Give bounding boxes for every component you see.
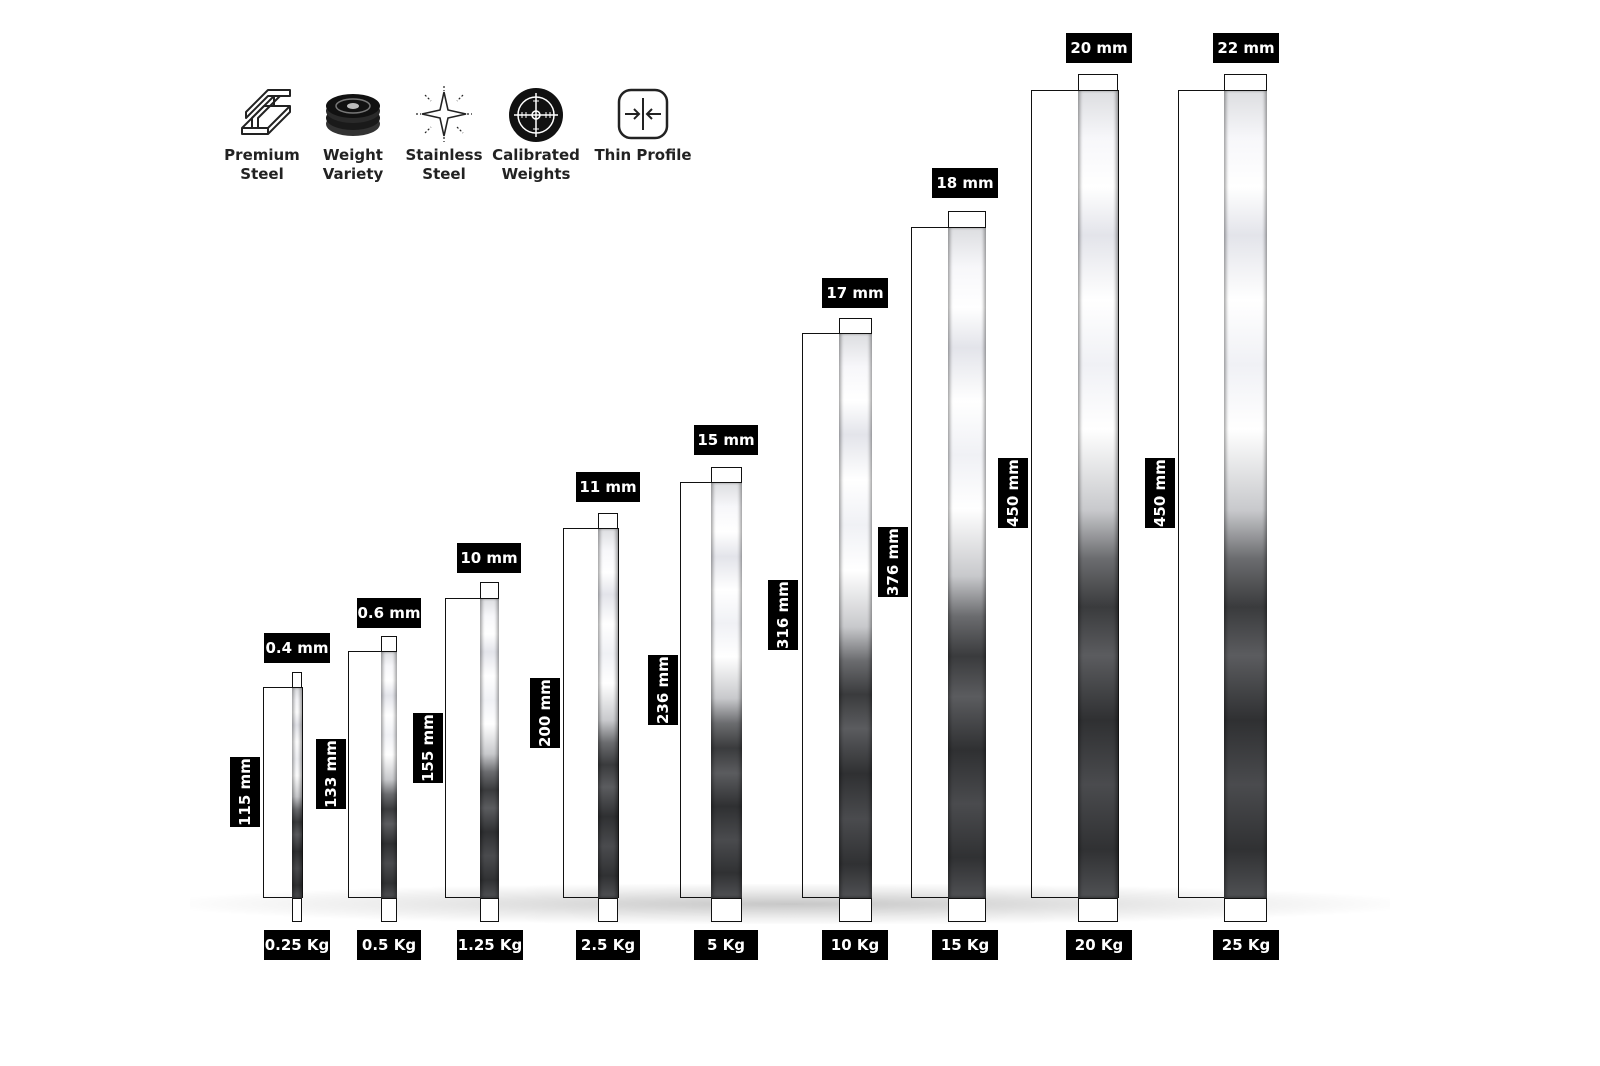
feature-thin-profile: Thin Profile <box>588 84 698 165</box>
feature-label: Weight Variety <box>322 146 384 183</box>
thickness-label: 17 mm <box>822 278 888 308</box>
plate-edge <box>948 227 986 898</box>
plate-edge <box>292 687 302 898</box>
weight-label: 0.5 Kg <box>357 930 421 960</box>
plate-edge <box>1224 90 1267 898</box>
weight-label: 25 Kg <box>1213 930 1279 960</box>
thickness-label: 0.6 mm <box>357 598 421 628</box>
diameter-label: 450 mm <box>1145 458 1175 528</box>
plate-bottom-cap <box>598 898 618 922</box>
thickness-label: 11 mm <box>576 472 640 502</box>
plate-top-cap <box>711 467 742 483</box>
plate-bottom-cap <box>711 898 742 922</box>
thickness-label: 18 mm <box>932 168 998 198</box>
plate-top-cap <box>839 318 872 334</box>
feature-label: Stainless Steel <box>405 146 483 183</box>
feature-label: Calibrated Weights <box>492 146 580 183</box>
plate-top-cap <box>381 636 397 652</box>
plate-top-cap <box>598 513 618 529</box>
weight-label: 20 Kg <box>1066 930 1132 960</box>
plate-edge <box>711 482 742 898</box>
plate-bottom-cap <box>1078 898 1118 922</box>
thickness-label: 0.4 mm <box>264 633 330 663</box>
plate-top-cap <box>1078 74 1118 91</box>
plate-edge <box>839 333 872 898</box>
plate-bottom-cap <box>948 898 986 922</box>
weight-label: 1.25 Kg <box>457 930 523 960</box>
plate-top-cap <box>948 211 986 228</box>
diameter-label: 115 mm <box>230 757 260 827</box>
diameter-label: 155 mm <box>413 713 443 783</box>
plate-edge <box>381 651 397 898</box>
steel-beam-icon <box>241 89 291 135</box>
feature-label: Premium Steel <box>224 146 300 183</box>
plate-outline <box>1031 90 1119 898</box>
plate-bottom-cap <box>381 898 397 922</box>
plate-edge <box>480 598 499 898</box>
thickness-label: 22 mm <box>1213 33 1279 63</box>
plate-top-cap <box>480 582 499 599</box>
diameter-label: 133 mm <box>316 739 346 809</box>
weight-label: 0.25 Kg <box>264 930 330 960</box>
compress-arrows-icon <box>617 88 669 140</box>
weight-label: 5 Kg <box>694 930 758 960</box>
target-icon <box>509 88 563 142</box>
diameter-label: 376 mm <box>878 527 908 597</box>
diameter-label: 236 mm <box>648 655 678 725</box>
plate-edge <box>598 528 618 898</box>
plate-bottom-cap <box>1224 898 1267 922</box>
feature-calibrated-weights: Calibrated Weights <box>481 84 591 184</box>
diameter-label: 200 mm <box>530 678 560 748</box>
feature-stainless-steel: Stainless Steel <box>389 84 499 184</box>
feature-premium-steel: Premium Steel <box>207 84 317 184</box>
weight-plates-icon <box>326 94 380 136</box>
plate-edge <box>1078 90 1118 898</box>
plate-bottom-cap <box>839 898 872 922</box>
weight-label: 10 Kg <box>822 930 888 960</box>
plate-outline <box>263 687 303 898</box>
thickness-label: 10 mm <box>457 543 521 573</box>
diameter-label: 316 mm <box>768 580 798 650</box>
weight-label: 2.5 Kg <box>576 930 640 960</box>
plate-top-cap <box>292 672 302 688</box>
plate-bottom-cap <box>292 898 302 922</box>
thickness-label: 15 mm <box>694 425 758 455</box>
plate-bottom-cap <box>480 898 499 922</box>
thickness-label: 20 mm <box>1066 33 1132 63</box>
sparkle-icon <box>416 86 472 142</box>
weight-label: 15 Kg <box>932 930 998 960</box>
feature-label: Thin Profile <box>594 146 692 164</box>
plate-outline <box>563 528 619 898</box>
feature-weight-variety: Weight Variety <box>298 84 408 184</box>
diameter-label: 450 mm <box>998 458 1028 528</box>
plate-top-cap <box>1224 74 1267 91</box>
